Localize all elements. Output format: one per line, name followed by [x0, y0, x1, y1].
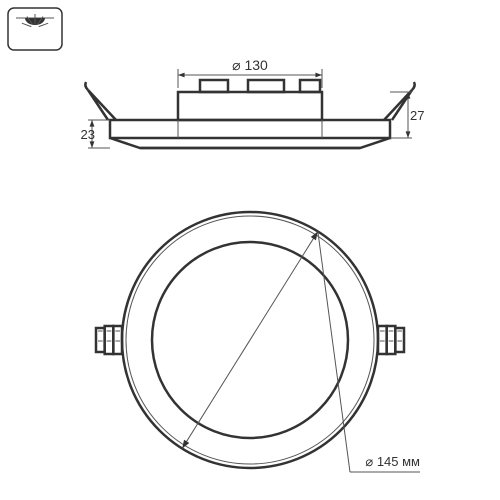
dim-text: 23 — [81, 127, 95, 142]
plan-clip-L-0 — [113, 326, 122, 354]
dim-text: ⌀ 145 мм — [365, 454, 420, 469]
plan-clip-R-1 — [387, 326, 396, 354]
arrow-head — [315, 73, 322, 78]
downlight-drawing: ⌀ 130 23 27 ⌀ 145 мм — [0, 0, 500, 500]
clip-hook — [85, 82, 88, 90]
bezel — [110, 138, 390, 148]
top-component-1 — [200, 80, 228, 92]
plan-clip-L-1 — [105, 326, 114, 354]
dim-text: 27 — [410, 108, 424, 123]
dim-text: ⌀ 130 — [232, 57, 268, 73]
plan-clip-R-0 — [378, 326, 387, 354]
flange — [110, 120, 390, 138]
arrow-head — [178, 73, 185, 78]
spring-clip — [88, 90, 116, 120]
arrow-head — [406, 131, 411, 138]
diameter-line — [182, 231, 318, 448]
clip-hook — [412, 82, 415, 90]
housing-body — [178, 92, 322, 120]
plan-clip-L-2 — [96, 328, 105, 352]
top-component-3 — [300, 80, 320, 92]
arrow-head — [90, 120, 95, 127]
arrow-head — [90, 141, 95, 148]
top-component-2 — [248, 80, 284, 92]
plan-clip-R-2 — [395, 328, 404, 352]
